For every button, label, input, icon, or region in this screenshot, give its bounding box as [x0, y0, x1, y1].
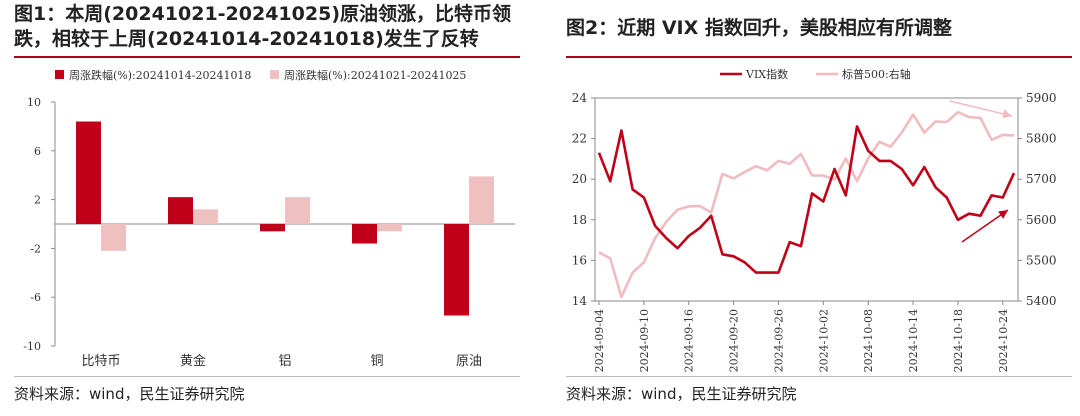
y-right-tick-label: 5800 — [1026, 132, 1057, 146]
y-left-tick-label: 16 — [572, 253, 587, 267]
y-right-tick-label: 5500 — [1026, 253, 1057, 267]
y-right-tick-label: 5600 — [1026, 213, 1057, 227]
bar — [469, 176, 494, 224]
x-tick-label: 2024-10-14 — [907, 309, 920, 372]
x-tick-label: 铜 — [370, 354, 383, 369]
line-chart: VIX指数 标普500:右轴 14 16 18 20 22 24 5400 5500 5600 570… — [572, 67, 1057, 372]
y-tick-label: 10 — [27, 96, 41, 109]
plot-frame — [594, 97, 1019, 302]
y-right-tick-label: 5900 — [1026, 91, 1057, 105]
y-tick-label: -2 — [30, 242, 41, 255]
legend-label: 周涨跌幅(%):20241014-20241018 — [69, 68, 251, 82]
legend-label: VIX指数 — [745, 67, 788, 81]
y-right-tick-label: 5700 — [1026, 172, 1057, 186]
x-tick-label: 2024-09-16 — [683, 309, 696, 372]
legend-swatch — [270, 70, 279, 79]
bar — [168, 197, 193, 224]
bar — [352, 224, 377, 244]
x-tick-label: 黄金 — [180, 353, 206, 369]
x-tick-label: 2024-09-10 — [638, 309, 651, 372]
vix-trend-arrow — [961, 209, 1009, 243]
title-rule — [14, 56, 520, 58]
x-tick-label: 比特币 — [81, 354, 120, 369]
line-chart-panel: 图2：近期 VIX 指数回升，美股相应有所调整 VIX指数 标普500:右轴 14 1… — [552, 0, 1080, 416]
x-tick-label: 2024-09-26 — [772, 309, 785, 372]
y-left-tick-label: 24 — [572, 91, 588, 105]
sp500-line — [598, 110, 1015, 299]
y-left-tick-label: 18 — [572, 213, 587, 227]
x-tick-label: 2024-10-18 — [952, 309, 965, 372]
bar — [101, 224, 126, 251]
legend-swatch — [55, 70, 64, 79]
bar — [377, 224, 402, 232]
y-tick-label: -10 — [23, 340, 41, 353]
y-right-tick-label: 5400 — [1026, 294, 1057, 308]
sp500-trend-arrow — [949, 100, 1013, 119]
y-left-tick-label: 22 — [572, 132, 587, 146]
source-note: 资料来源：wind，民生证券研究院 — [14, 385, 245, 403]
vix-line — [597, 125, 1016, 274]
legend-label: 周涨跌幅(%):20241021-20241025 — [284, 68, 466, 82]
y-left-tick-label: 20 — [572, 172, 587, 186]
bar — [193, 209, 218, 224]
bar — [260, 224, 285, 232]
bar-chart-panel: 图1：本周(20241021-20241025)原油领涨，比特币领跌，相较于上周… — [0, 0, 528, 416]
y-tick-label: -6 — [30, 291, 41, 304]
x-tick-label: 铝 — [278, 354, 291, 369]
bar — [444, 224, 469, 316]
x-tick-label: 2024-10-24 — [997, 309, 1010, 372]
footer-rule — [566, 376, 1072, 377]
x-tick-label: 2024-10-02 — [817, 309, 830, 372]
chart-title: 图2：近期 VIX 指数回升，美股相应有所调整 — [566, 17, 952, 39]
bar — [285, 197, 310, 224]
x-tick-label: 2024-09-20 — [728, 309, 741, 372]
footer-rule — [14, 376, 520, 377]
bar — [76, 121, 101, 224]
bar-chart: 周涨跌幅(%):20241014-20241018 周涨跌幅(%):2024102… — [23, 68, 515, 369]
title-rule — [566, 56, 1072, 58]
y-left-tick-label: 14 — [572, 294, 588, 308]
x-tick-label: 原油 — [456, 354, 482, 369]
source-note: 资料来源：wind，民生证券研究院 — [566, 385, 797, 403]
x-tick-label: 2024-09-04 — [593, 309, 606, 372]
x-tick-label: 2024-10-08 — [862, 309, 875, 372]
y-tick-label: 6 — [34, 145, 41, 158]
y-tick-label: 2 — [34, 194, 41, 207]
chart-title: 图1：本周(20241021-20241025)原油领涨，比特币领跌，相较于上周… — [14, 3, 511, 50]
legend-label: 标普500:右轴 — [842, 67, 911, 81]
